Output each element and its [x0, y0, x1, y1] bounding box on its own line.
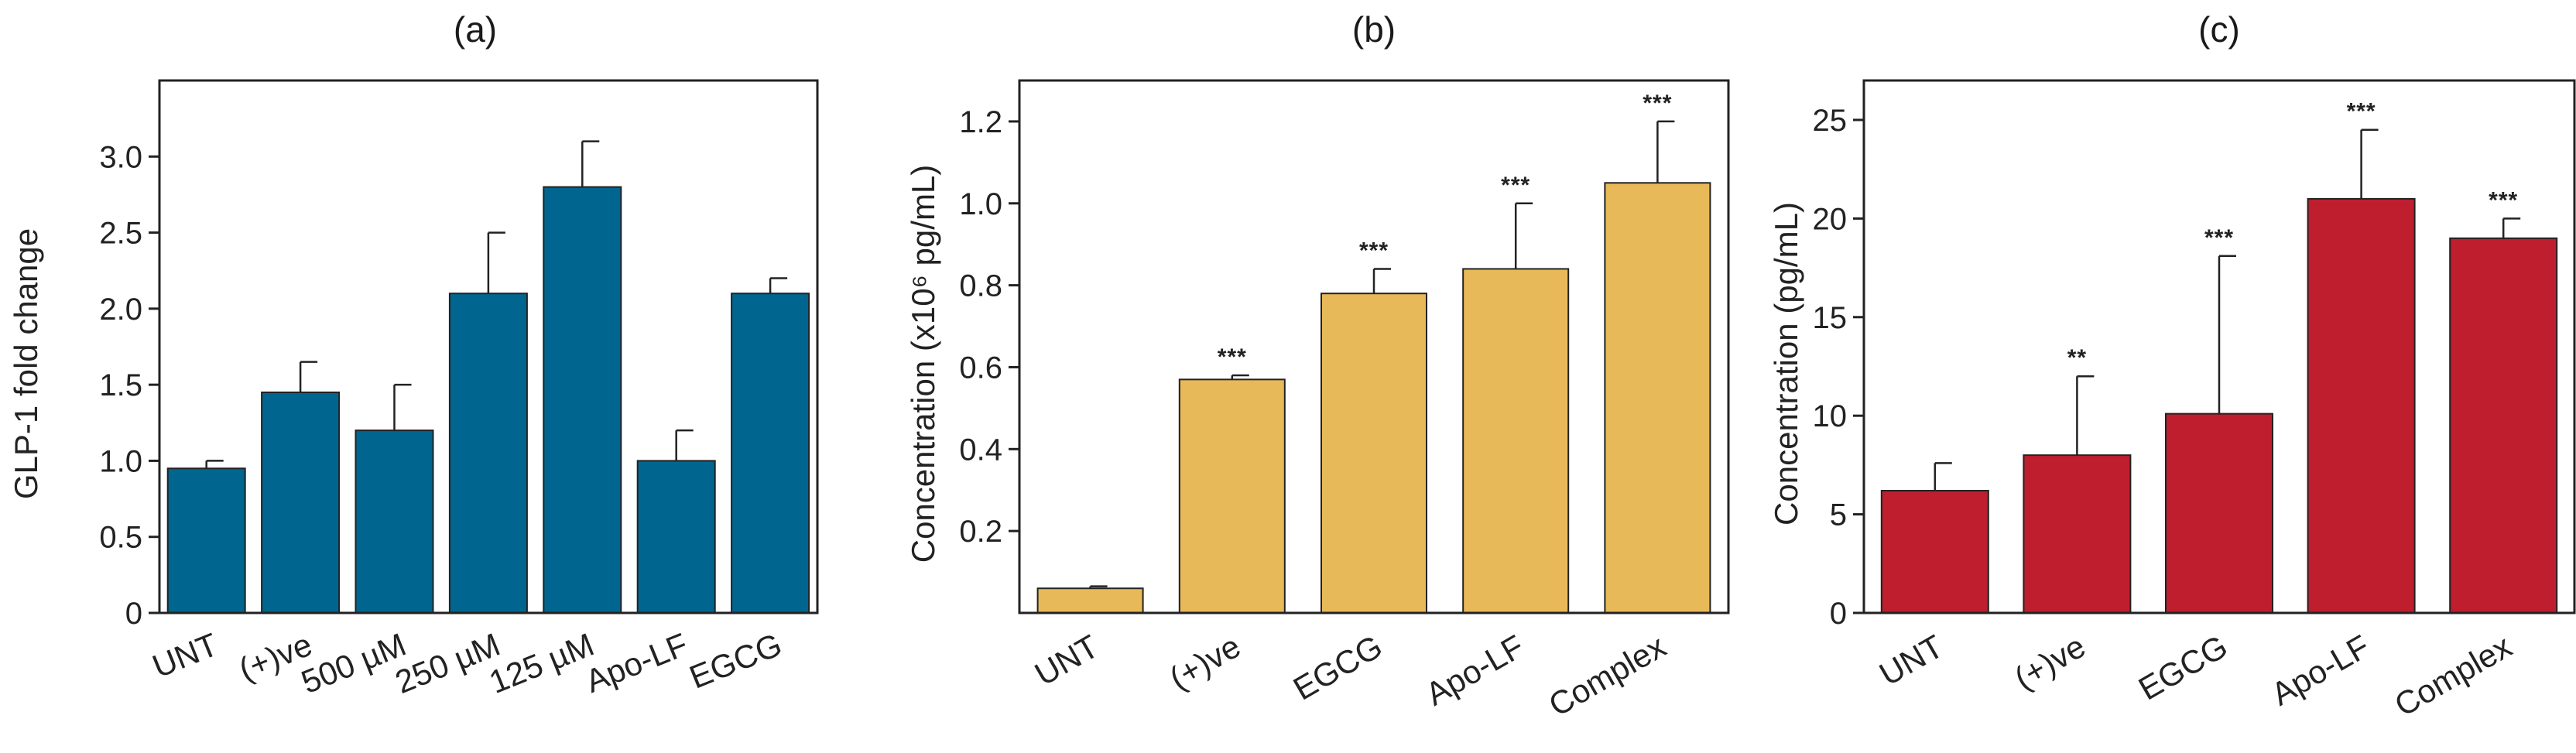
panel-c-title: (c) [2198, 9, 2240, 50]
y-tick-label-2-5: 25 [1813, 104, 1848, 138]
y-tick-label-0-1: 0.5 [99, 521, 142, 555]
bar-1-4 [1604, 182, 1711, 614]
panel-c-x-labels: UNT (+)ve EGCG Apo-LF Complex [1873, 628, 2518, 724]
bar-0-2 [355, 430, 434, 614]
significance-label-1-4: *** [1643, 91, 1672, 116]
y-tick-label-1-0: 0.2 [959, 515, 1002, 549]
panel-c-axes-frame [1862, 79, 2576, 614]
y-tick-label-1-2: 0.6 [959, 351, 1002, 385]
y-tick-label-1-5: 1.2 [959, 105, 1002, 139]
y-tick-label-2-0: 0 [1830, 597, 1847, 631]
significance-label-2-3: *** [2347, 99, 2376, 125]
bar-1-3 [1462, 268, 1570, 614]
x-tick-label-2-3: Apo-LF [2265, 628, 2376, 713]
panel-b-x-labels: UNT (+)ve EGCG Apo-LF Complex [1029, 628, 1672, 724]
significance-label-1-1: *** [1218, 344, 1247, 370]
x-tick-label-0-2: 500 µM [296, 626, 411, 700]
panel-a-bars [166, 140, 810, 614]
panel-b-ylabel: Concentration (x10⁶ pg/mL) [905, 165, 941, 563]
significance-label-1-2: *** [1359, 238, 1389, 263]
panel-b-bars: *** *** *** *** [1036, 91, 1711, 614]
y-tick-label-1-4: 1.0 [959, 187, 1002, 221]
y-tick-label-2-1: 5 [1830, 498, 1847, 532]
y-tick-label-2-4: 20 [1813, 202, 1848, 236]
significance-label-1-3: *** [1501, 173, 1530, 198]
x-tick-label-0-0: UNT [147, 626, 223, 685]
significance-label-2-4: *** [2489, 187, 2518, 213]
panel-b-ylabel-text: Concentration (x10⁶ pg/mL) [905, 165, 941, 563]
panel-c-y-ticks: 0 5 10 15 20 25 [1813, 104, 1864, 631]
y-tick-label-1-3: 0.8 [959, 269, 1002, 303]
panel-a-ylabel: GLP-1 fold change [8, 228, 44, 499]
y-tick-label-0-4: 2.0 [99, 293, 142, 327]
significance-label-2-1: ** [2067, 345, 2087, 371]
x-tick-label-1-4: Complex [1543, 628, 1672, 724]
x-tick-label-2-1: (+)ve [2009, 628, 2091, 697]
y-tick-label-1-1: 0.4 [959, 433, 1002, 467]
bar-0-1 [261, 391, 341, 614]
bar-0-4 [543, 186, 622, 614]
y-tick-label-2-2: 10 [1813, 399, 1848, 433]
panel-b-axes-frame [1018, 79, 1730, 614]
panel-c: (c) Concentration (pg/mL) *********** 05… [1768, 9, 2576, 724]
x-tick-label-1-2: EGCG [1287, 628, 1389, 707]
bar-2-2 [2165, 412, 2273, 614]
bar-1-2 [1321, 293, 1427, 614]
x-tick-label-1-1: (+)ve [1163, 628, 1246, 697]
x-tick-label-1-3: Apo-LF [1420, 628, 1530, 713]
significance-label-2-2: *** [2204, 225, 2234, 251]
x-tick-label-0-3: 250 µM [390, 626, 505, 700]
panel-a-axes-frame [158, 79, 819, 614]
bar-0-0 [166, 467, 246, 614]
panel-a-y-ticks: 0 0.5 1.0 1.5 2.0 2.5 3.0 [99, 140, 159, 631]
y-tick-label-0-5: 2.5 [99, 217, 142, 251]
bar-1-1 [1178, 378, 1286, 614]
panel-b-title: (b) [1352, 9, 1396, 50]
panel-a-title: (a) [454, 9, 497, 50]
x-tick-label-2-4: Complex [2389, 628, 2518, 724]
bar-0-5 [636, 460, 716, 614]
panel-c-ylabel: Concentration (pg/mL) [1768, 202, 1804, 525]
y-tick-label-2-3: 15 [1813, 301, 1848, 335]
bar-2-1 [2023, 454, 2132, 614]
panel-a: (a) GLP-1 fold change 0 0.5 1.0 1.5 2.0 2.5 3.… [8, 9, 819, 700]
bar-2-0 [1880, 490, 1989, 614]
panel-b: (b) Concentration (x10⁶ pg/mL) *********… [905, 9, 1730, 724]
bar-0-3 [448, 293, 528, 614]
bar-2-4 [2449, 237, 2558, 614]
bar-1-0 [1036, 587, 1144, 614]
x-tick-label-2-2: EGCG [2132, 628, 2234, 707]
x-tick-label-0-5: Apo-LF [581, 626, 693, 700]
x-tick-label-0-6: EGCG [684, 626, 786, 696]
y-tick-label-0-3: 1.5 [99, 368, 142, 402]
x-tick-label-1-0: UNT [1029, 628, 1105, 693]
panel-c-bars: *********** [1880, 99, 2558, 614]
y-tick-label-0-2: 1.0 [99, 444, 142, 478]
x-tick-label-2-0: UNT [1873, 628, 1949, 693]
bar-2-3 [2307, 197, 2416, 614]
y-tick-label-0-6: 3.0 [99, 140, 142, 174]
y-tick-label-0-0: 0 [125, 597, 142, 631]
bar-0-6 [731, 293, 810, 614]
panel-b-y-ticks: 0.2 0.4 0.6 0.8 1.0 1.2 [959, 105, 1019, 549]
x-tick-label-0-4: 125 µM [484, 626, 598, 700]
